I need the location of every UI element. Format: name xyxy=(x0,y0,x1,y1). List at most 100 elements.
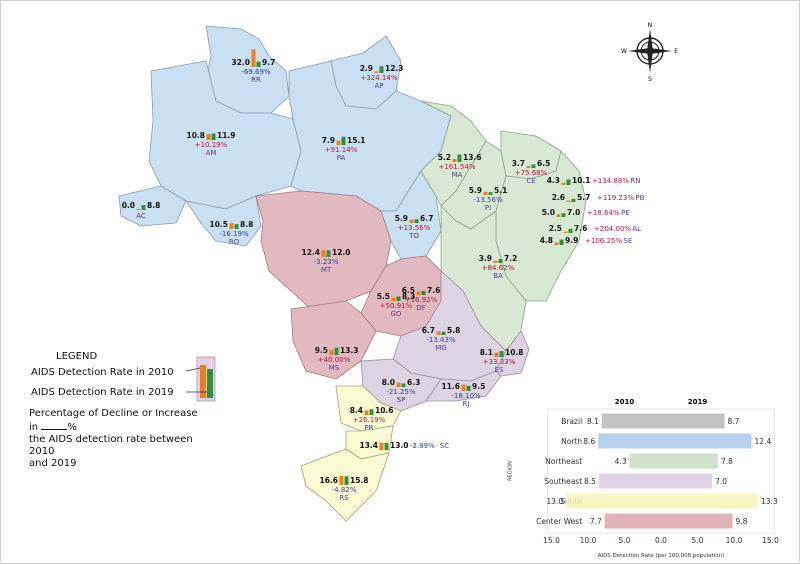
region-northeast xyxy=(420,100,587,352)
chart-category-brazil: Brazil xyxy=(561,417,582,426)
bar-2019-rr xyxy=(256,61,261,67)
rate-2010-rs: 16.6 xyxy=(319,476,338,485)
state-code-mt: MT xyxy=(321,266,332,274)
bar-2010-ac xyxy=(136,209,141,210)
bar-2010-es xyxy=(494,352,499,357)
rate-2019-pr: 10.6 xyxy=(375,406,394,415)
bar-2010-ma xyxy=(452,159,457,162)
chart-plot-area xyxy=(547,408,775,534)
chart-category-northeast: Northeast xyxy=(545,457,582,466)
state-marker-pa: 7.9 15.1+91.14%PA xyxy=(322,136,366,162)
state-code-pi: PI xyxy=(485,204,491,212)
rate-2019-sc: 13.0 xyxy=(390,441,409,450)
chart-value-2010-southeast: 8.5 xyxy=(584,477,596,486)
bar-2019-mt xyxy=(326,250,331,257)
state-code-pb: PB xyxy=(635,194,644,202)
legend-title: LEGEND xyxy=(56,351,98,362)
state-marker-to: 5.9 6.7+13.56%TO xyxy=(395,214,434,240)
chart-bar-2019-south xyxy=(661,493,759,509)
bar-2010-se xyxy=(554,242,559,245)
compass-north-arrow xyxy=(647,29,653,51)
bar-2010-pe xyxy=(556,214,561,217)
state-code-ro: RO xyxy=(229,238,240,246)
state-code-ce: CE xyxy=(526,177,535,185)
state-marker-rj: 11.6 9.5-18.10%RJ xyxy=(441,382,485,408)
state-code-df: DF xyxy=(416,304,425,312)
chart-value-2019-brazil: 8.7 xyxy=(728,417,740,426)
state-marker-se: 4.8 9.9 +106.25% SE xyxy=(540,236,632,245)
rate-2019-ac: 8.8 xyxy=(147,201,160,210)
chart-bar-2010-southeast xyxy=(598,473,661,489)
chart-category-north: North xyxy=(561,437,582,446)
rate-2010-mt: 12.4 xyxy=(301,248,320,257)
bar-2010-mt xyxy=(321,250,326,257)
change-ap: +324.14% xyxy=(360,74,397,82)
rate-2019-am: 11.9 xyxy=(217,131,236,140)
state-code-rr: RR xyxy=(251,76,261,84)
chart-value-2019-south: 13.3 xyxy=(761,497,778,506)
rate-2010-sp: 8.0 xyxy=(382,378,395,387)
rate-2019-rn: 10.1 xyxy=(572,176,591,185)
state-code-rn: RN xyxy=(630,177,640,185)
state-marker-sp: 8.0 6.3-21.25%SP xyxy=(382,378,421,404)
bar-2019-ma xyxy=(457,154,462,162)
compass-w: W xyxy=(621,48,627,55)
change-rj: -18.10% xyxy=(451,392,481,400)
rate-2019-pi: 5.1 xyxy=(494,186,507,195)
chart-bar-2010-south xyxy=(566,493,661,509)
rate-2010-pa: 7.9 xyxy=(322,136,335,145)
bar-2010-mg xyxy=(436,331,441,335)
rate-2010-al: 2.5 xyxy=(549,224,562,233)
bar-2019-pi xyxy=(488,192,493,195)
bar-2019-go xyxy=(396,296,401,301)
state-code-pa: PA xyxy=(337,154,346,162)
change-rr: -69.69% xyxy=(241,68,271,76)
change-ro: -16.19% xyxy=(219,230,249,238)
bar-2019-rs xyxy=(344,476,349,485)
chart-bar-2019-center-west xyxy=(661,513,733,529)
bar-2019-mg xyxy=(441,331,446,335)
rate-2010-df: 6.5 xyxy=(402,286,415,295)
change-am: +10.19% xyxy=(195,141,228,149)
bar-2010-sc xyxy=(379,442,384,450)
bar-2019-sp xyxy=(401,383,406,387)
rate-2010-pb: 2.6 xyxy=(552,193,565,202)
state-code-mg: MG xyxy=(435,344,446,352)
rate-2019-rr: 9.7 xyxy=(262,58,275,67)
bar-2010-go xyxy=(391,297,396,301)
chart-xtick: 5.0 xyxy=(692,536,704,545)
rate-2019-sp: 6.3 xyxy=(407,378,420,387)
rate-2019-rj: 9.5 xyxy=(472,382,485,391)
compass-s: S xyxy=(648,76,652,83)
bar-2019-ro xyxy=(234,224,239,229)
legend-swatch xyxy=(185,356,216,402)
chart-value-2010-northeast: 4.3 xyxy=(615,457,627,466)
rate-2010-pi: 5.9 xyxy=(469,186,482,195)
state-marker-sc: 13.4 13.0 -2.99% SC xyxy=(359,441,449,450)
chart-category-center-west: Center West xyxy=(536,517,582,526)
rate-2010-ce: 3.7 xyxy=(512,159,525,168)
bar-2019-ba xyxy=(498,259,503,263)
state-code-rj: RJ xyxy=(463,400,470,408)
bar-2010-pb xyxy=(566,200,571,202)
bar-2010-pi xyxy=(483,191,488,195)
rate-2010-ap: 2.9 xyxy=(360,64,373,73)
rate-2019-se: 9.9 xyxy=(565,236,578,245)
bar-2019-rj xyxy=(466,385,471,391)
change-ms: +40.00% xyxy=(318,356,351,364)
state-code-go: GO xyxy=(391,310,402,318)
state-code-ms: MS xyxy=(329,364,340,372)
chart-bar-2019-southeast xyxy=(661,473,713,489)
rate-2019-ce: 6.5 xyxy=(537,159,550,168)
change-rn: +134.88% xyxy=(592,177,629,185)
change-mt: -3.23% xyxy=(314,258,339,266)
bar-2019-pr xyxy=(369,409,374,415)
bar-2010-sp xyxy=(396,382,401,387)
chart-xtick: 15.0 xyxy=(762,536,779,545)
change-es: +33.33% xyxy=(483,358,516,366)
state-code-sc: SC xyxy=(440,442,449,450)
bar-2019-es xyxy=(499,351,504,357)
rate-2010-pr: 8.4 xyxy=(350,406,363,415)
legend-note-line3: and 2019 xyxy=(29,458,77,469)
